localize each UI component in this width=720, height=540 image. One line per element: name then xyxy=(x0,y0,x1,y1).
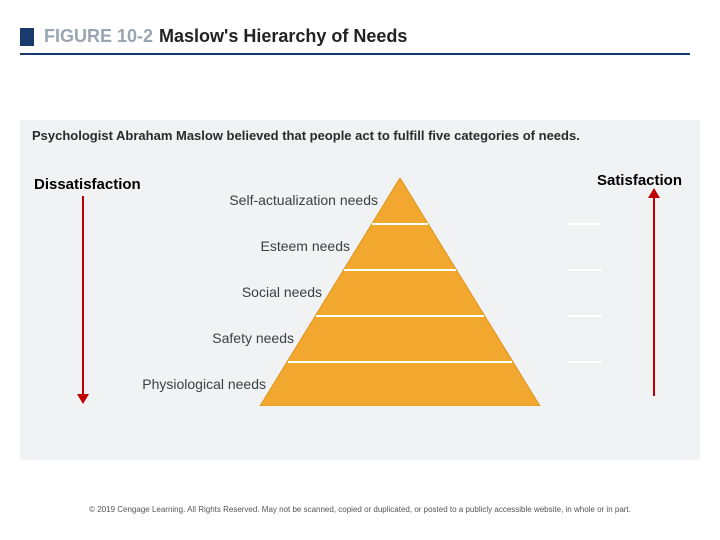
figure-title: Maslow's Hierarchy of Needs xyxy=(159,26,407,47)
pyramid-divider xyxy=(316,315,484,317)
copyright-footer: © 2019 Cengage Learning. All Rights Rese… xyxy=(0,505,720,514)
pyramid-divider xyxy=(344,269,456,271)
diagram-caption: Psychologist Abraham Maslow believed tha… xyxy=(32,128,580,143)
figure-header: FIGURE 10-2 Maslow's Hierarchy of Needs xyxy=(20,26,690,55)
figure-number: FIGURE 10-2 xyxy=(44,26,153,47)
pyramid-level-label: Self-actualization needs xyxy=(206,192,378,208)
diagram-panel: Psychologist Abraham Maslow believed tha… xyxy=(20,120,700,460)
header-accent-block xyxy=(20,28,34,46)
pyramid-level-label: Physiological needs xyxy=(94,376,266,392)
pyramid-divider xyxy=(288,361,512,363)
satisfaction-arrow xyxy=(653,196,655,396)
dissatisfaction-arrow xyxy=(82,196,84,396)
pyramid-level-label: Esteem needs xyxy=(178,238,350,254)
pyramid-divider-extension xyxy=(568,223,602,225)
dissatisfaction-label: Dissatisfaction xyxy=(34,176,141,193)
pyramid-divider-extension xyxy=(568,269,602,271)
pyramid-divider-extension xyxy=(568,315,602,317)
pyramid-level-label: Safety needs xyxy=(122,330,294,346)
satisfaction-label: Satisfaction xyxy=(597,172,682,189)
pyramid-divider xyxy=(372,223,428,225)
pyramid-level-label: Social needs xyxy=(150,284,322,300)
pyramid-divider-extension xyxy=(568,361,602,363)
